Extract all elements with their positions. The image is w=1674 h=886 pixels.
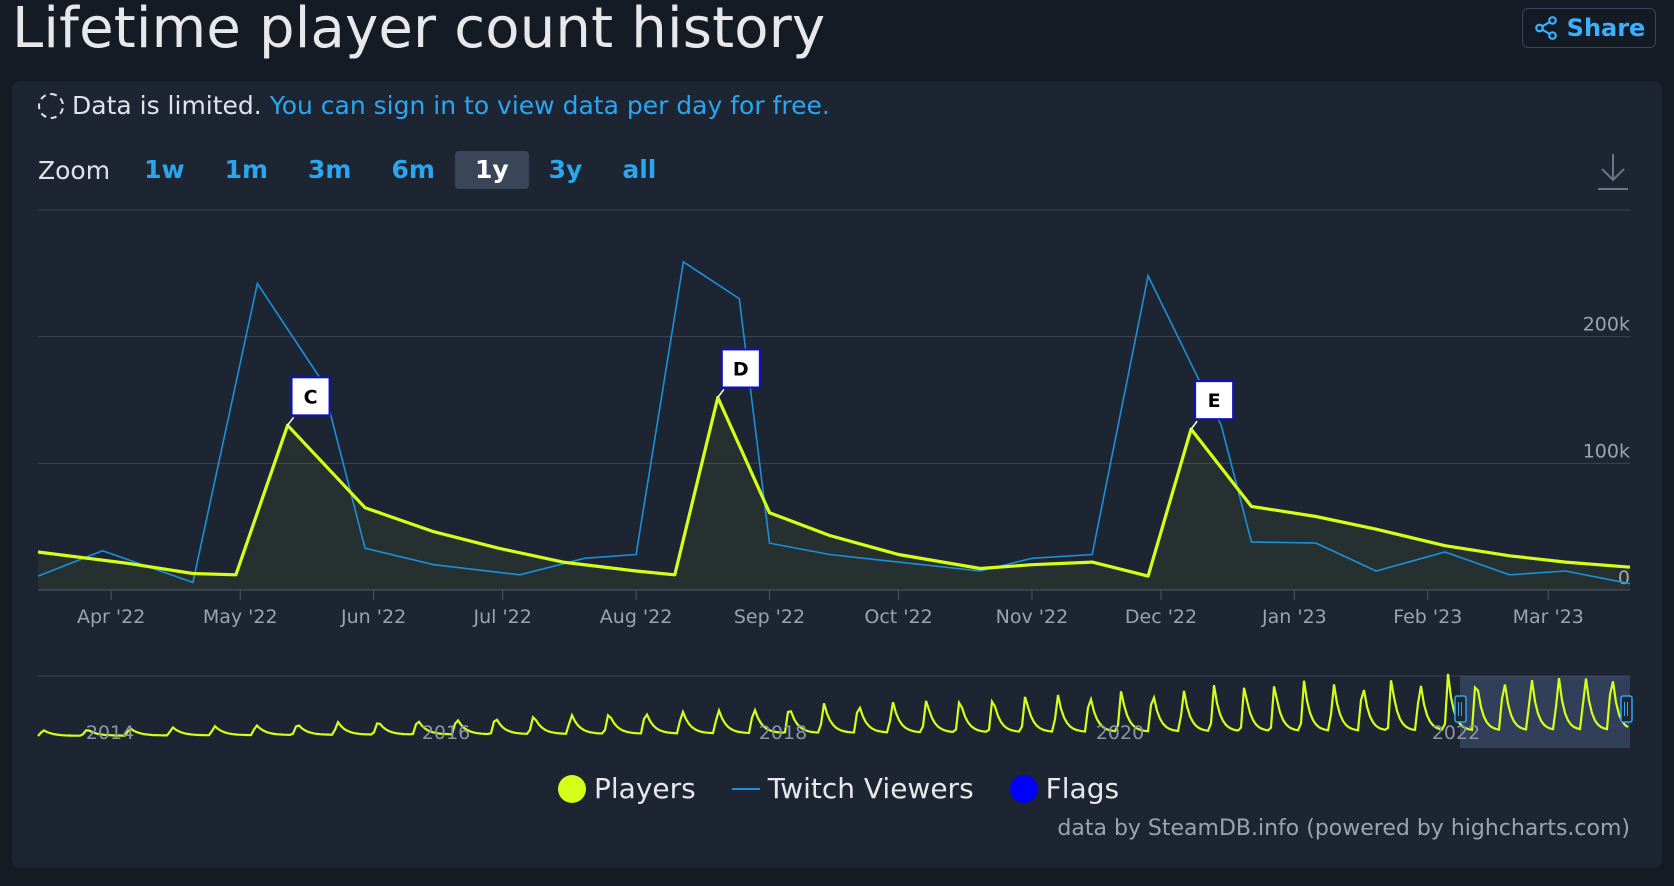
x-tick-label: Mar '23 [1513, 606, 1584, 628]
x-tick-label: Jul '22 [473, 606, 532, 628]
legend-players-label: Players [594, 772, 696, 805]
flags-layer: C D E [286, 348, 1235, 430]
navigator-handle[interactable] [1620, 695, 1633, 723]
sign-in-link[interactable]: You can sign in to view data per day for… [269, 91, 830, 120]
players-area [38, 397, 1630, 590]
x-tick-label: Oct '22 [864, 606, 932, 628]
navigator-year-label: 2020 [1096, 722, 1144, 744]
legend-item-flags[interactable]: Flags [1009, 772, 1120, 805]
navigator-year-label: 2016 [422, 722, 470, 744]
zoom-3y-button[interactable]: 3y [548, 155, 583, 184]
series-layer [37, 260, 1631, 590]
flag-stem [717, 389, 725, 398]
zoom-1m-button[interactable]: 1m [224, 155, 269, 184]
y-tick-label: 200k [1583, 314, 1630, 336]
legend-flags-label: Flags [1045, 772, 1120, 805]
legend-item-players[interactable]: Players [558, 772, 696, 805]
download-icon[interactable] [1596, 152, 1630, 192]
zoom-6m-button[interactable]: 6m [391, 155, 435, 184]
flag-stem [286, 416, 295, 426]
flag-label: E [1208, 390, 1221, 412]
legend-twitch-label: Twitch Viewers [767, 772, 974, 805]
x-axis-ticks: Apr '22 May '22 Jun '22 Jul '22 Aug '22 Sep '… [77, 590, 1584, 628]
navigator-handle[interactable] [1454, 695, 1467, 723]
data-limited-notice: Data is limited. You can sign in to view… [38, 91, 830, 120]
navigator[interactable]: 2014 2016 2018 2020 2022 [37, 673, 1633, 748]
navigator-selected-range [1460, 676, 1630, 748]
flag-marker [720, 348, 761, 389]
flag-stem [1190, 420, 1198, 430]
notice-text: Data is limited. [72, 91, 262, 120]
zoom-label: Zoom [38, 155, 111, 185]
flag-marker [290, 376, 331, 417]
flags-dot-icon [1009, 774, 1038, 803]
players-dot-icon [558, 774, 586, 803]
flag-label: C [304, 386, 318, 408]
navigator-players-line [37, 673, 1629, 737]
x-tick-label: Sep '22 [734, 606, 805, 628]
x-tick-label: Aug '22 [600, 606, 673, 628]
players-line [37, 395, 1631, 578]
navigator-year-label: 2014 [86, 722, 134, 744]
chart-panel [12, 81, 1662, 868]
share-icon [1534, 16, 1557, 40]
page-title: Lifetime player count history [12, 0, 826, 61]
dashed-circle-icon [38, 92, 64, 119]
y-tick-label: 100k [1583, 440, 1630, 462]
share-button[interactable]: Share [1522, 8, 1656, 48]
twitch-viewers-line [37, 260, 1631, 585]
zoom-3m-button[interactable]: 3m [308, 155, 352, 184]
x-tick-label: Jun '22 [340, 606, 406, 628]
x-tick-label: Apr '22 [77, 606, 145, 628]
zoom-1w-button[interactable]: 1w [144, 155, 185, 184]
flag-marker [1194, 380, 1235, 421]
zoom-selector: Zoom 1w 1m 3m 6m 1y 3y all [38, 151, 676, 189]
share-label: Share [1566, 14, 1646, 42]
x-tick-label: Nov '22 [996, 606, 1069, 628]
navigator-year-label: 2018 [759, 722, 807, 744]
chart-credit: data by SteamDB.info (powered by highcha… [1057, 816, 1630, 841]
legend: Players Twitch Viewers Flags [558, 772, 1155, 805]
navigator-year-label: 2022 [1432, 722, 1480, 744]
zoom-1y-button[interactable]: 1y [454, 151, 529, 189]
legend-item-twitch[interactable]: Twitch Viewers [731, 772, 974, 805]
twitch-line-icon [731, 787, 760, 790]
x-tick-label: May '22 [203, 606, 278, 628]
grid-lines [38, 209, 1630, 591]
y-axis-ticks: 0100k200k [1583, 314, 1630, 589]
x-tick-label: Dec '22 [1125, 606, 1197, 628]
x-tick-label: Jan '23 [1261, 606, 1327, 628]
flag-label: D [733, 358, 749, 380]
x-tick-label: Feb '23 [1393, 606, 1462, 628]
zoom-all-button[interactable]: all [622, 155, 657, 184]
